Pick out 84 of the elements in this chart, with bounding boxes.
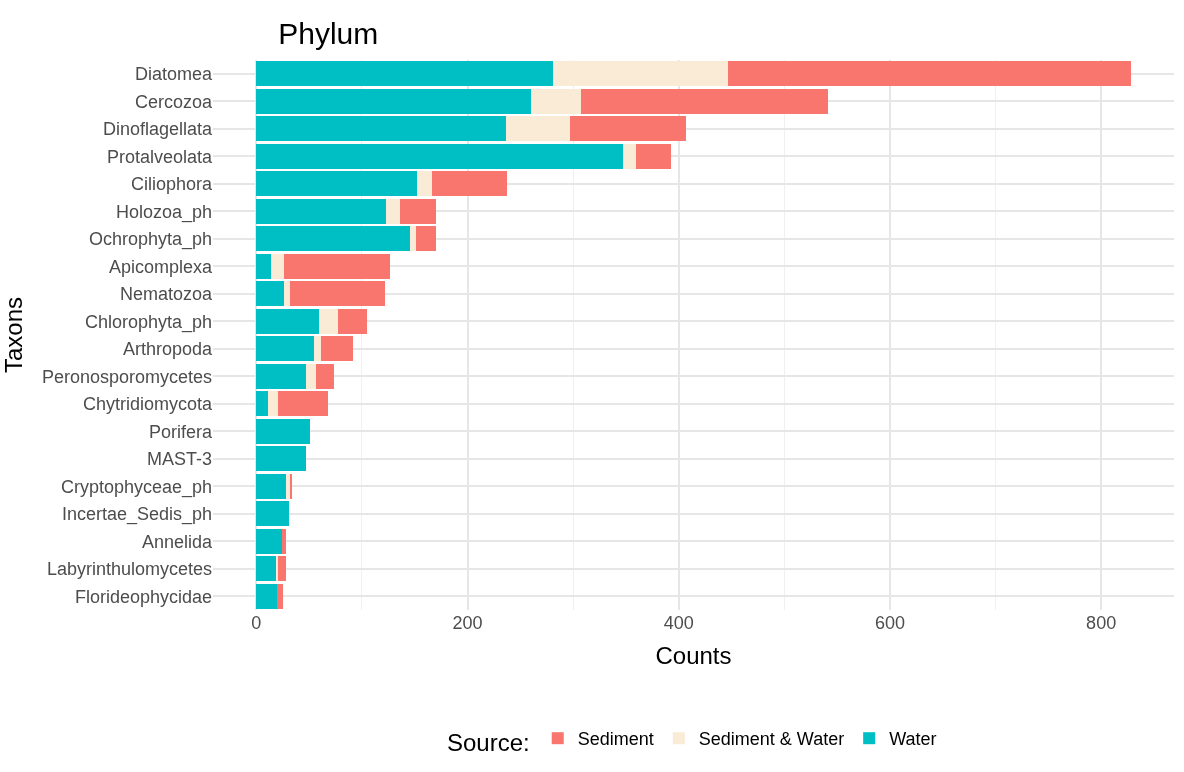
x-tick-label: 400: [663, 613, 694, 633]
x-tick-label: 600: [874, 613, 905, 633]
bar: [256, 556, 277, 582]
bar: [416, 171, 432, 197]
bar: [277, 583, 283, 609]
bar: [305, 363, 317, 389]
bar: [283, 281, 291, 307]
y-tick-label: Ciliophora: [130, 174, 213, 195]
bar: [386, 198, 400, 224]
y-tick-label: Holozoa_ph: [115, 201, 212, 223]
bar: [267, 391, 279, 417]
y-tick-label: Arthropoda: [122, 339, 213, 360]
y-tick-label: Chlorophyta_ph: [84, 311, 212, 333]
bar: [316, 363, 335, 389]
bar: [278, 391, 329, 417]
y-tick-label: Annelida: [141, 531, 213, 552]
bar: [256, 61, 554, 87]
chart-title: Phylum: [278, 17, 379, 51]
bar: [431, 171, 507, 197]
y-tick-label: Diatomea: [134, 64, 213, 85]
y-tick-label: Incertae_Sedis_ph: [61, 504, 212, 526]
x-axis-title: Counts: [655, 642, 732, 670]
legend-title: Source:: [447, 729, 530, 757]
y-tick-label: Chytridiomycota: [82, 394, 213, 415]
bar: [281, 528, 286, 554]
bar: [410, 226, 416, 252]
y-axis-title: Taxons: [0, 296, 27, 374]
bar: [256, 391, 268, 417]
bar: [271, 253, 284, 279]
bar: [320, 336, 354, 362]
bar: [256, 88, 531, 114]
bar: [569, 116, 687, 142]
bar: [415, 226, 436, 252]
y-tick-label: Peronosporomycetes: [41, 366, 212, 387]
bar: [256, 501, 290, 527]
legend-label: Water: [889, 729, 937, 750]
bar: [256, 308, 319, 334]
bar: [276, 556, 279, 582]
y-tick-label: Apicomplexa: [108, 256, 213, 277]
bar: [399, 198, 436, 224]
y-tick-label: Florideophycidae: [74, 586, 212, 607]
bar: [553, 61, 729, 87]
bar: [256, 418, 311, 444]
bar: [530, 88, 581, 114]
bar: [256, 363, 306, 389]
bar: [580, 88, 828, 114]
bar: [256, 143, 623, 169]
y-tick-label: Nematozoa: [119, 284, 213, 305]
bar: [290, 473, 293, 499]
x-tick-label: 200: [452, 613, 483, 633]
bar: [256, 583, 278, 609]
bar: [314, 336, 321, 362]
bar: [278, 556, 286, 582]
bar: [256, 171, 417, 197]
bar: [256, 198, 387, 224]
y-tick-label: Dinoflagellata: [102, 119, 213, 140]
legend-label: Sediment & Water: [698, 729, 845, 750]
y-tick-label: Cryptophyceae_ph: [60, 476, 212, 498]
y-tick-label: Ochrophyta_ph: [88, 229, 212, 251]
y-tick-label: MAST-3: [146, 449, 212, 470]
bar: [728, 61, 1131, 87]
bar: [256, 528, 282, 554]
bar: [256, 446, 306, 472]
legend-label: Sediment: [577, 729, 654, 750]
bar: [256, 226, 411, 252]
bar: [285, 473, 291, 499]
bar: [256, 336, 315, 362]
y-tick-label: Protalveolata: [106, 146, 213, 167]
bar: [337, 308, 368, 334]
bar: [283, 253, 391, 279]
x-tick-label: 0: [251, 613, 262, 633]
x-tick-label: 800: [1086, 613, 1117, 633]
y-tick-label: Porifera: [148, 421, 213, 442]
bar: [256, 281, 284, 307]
bar: [505, 116, 570, 142]
y-tick-label: Labyrinthulomycetes: [46, 559, 212, 580]
y-tick-label: Cercozoa: [134, 91, 213, 112]
bar: [256, 473, 286, 499]
bar: [256, 253, 272, 279]
bar: [290, 281, 386, 307]
bar: [622, 143, 637, 169]
bar: [636, 143, 672, 169]
bar: [256, 116, 506, 142]
bar: [318, 308, 338, 334]
